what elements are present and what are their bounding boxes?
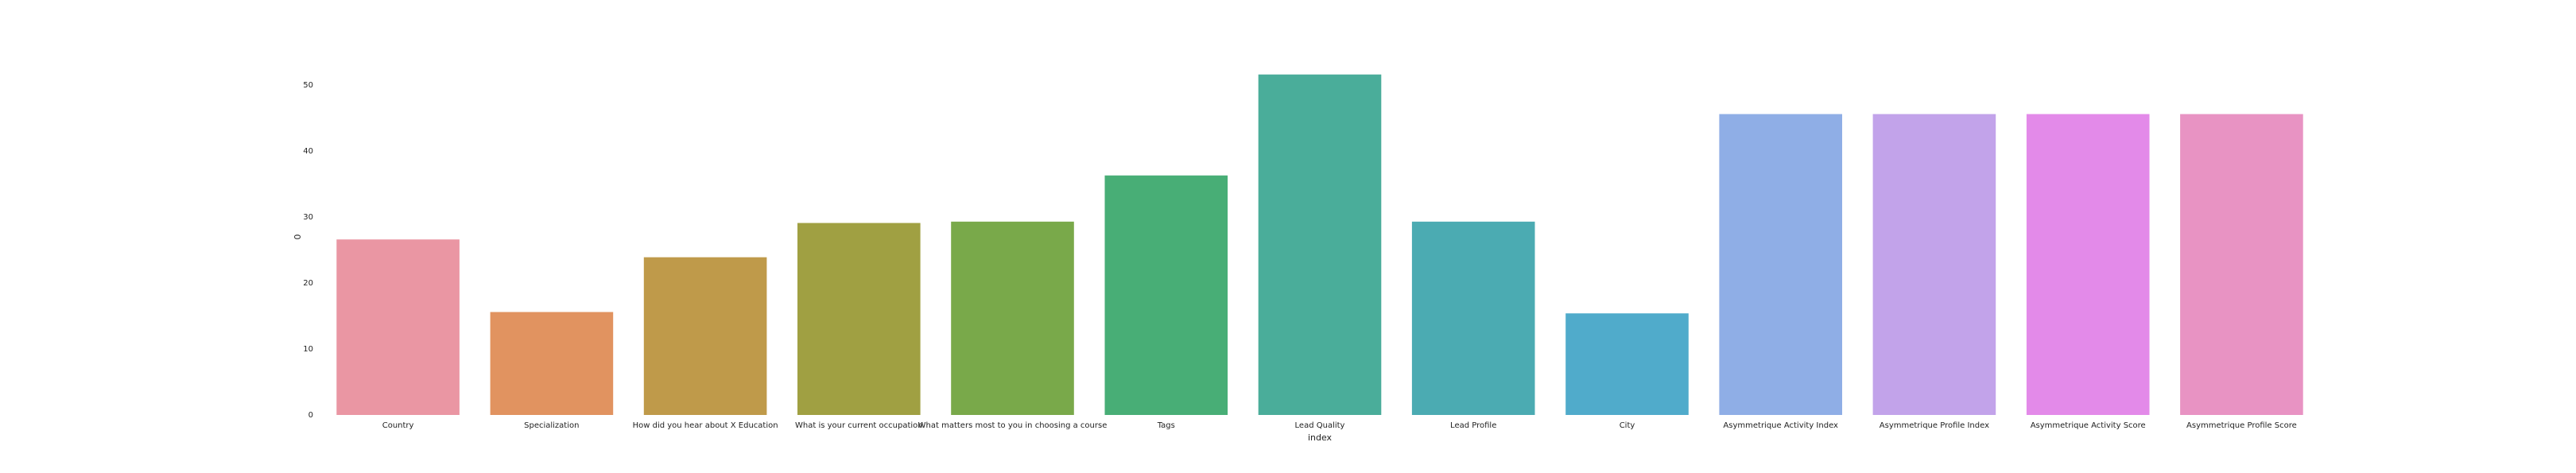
bar-what-is-your-current-occupation (797, 223, 921, 415)
x-tick-labels: Country Specialization How did you hear ab… (382, 421, 2297, 430)
y-tick-40: 40 (303, 147, 313, 156)
bar-asymmetrique-activity-score (2026, 114, 2150, 415)
bar-country (336, 239, 460, 415)
x-axis-label: index (1308, 432, 1333, 443)
y-tick-50: 50 (303, 81, 313, 90)
x-tick-how-did-you-hear-about-x-education: How did you hear about X Education (633, 421, 778, 430)
bar-what-matters-most-to-you-in-choosing-a-course (951, 221, 1074, 415)
x-tick-country: Country (382, 421, 414, 430)
x-tick-asymmetrique-profile-index: Asymmetrique Profile Index (1880, 421, 1989, 430)
y-tick-30: 30 (303, 213, 313, 222)
y-tick-10: 10 (303, 345, 313, 354)
bar-city (1565, 313, 1689, 415)
bar-how-did-you-hear-about-x-education (643, 257, 767, 415)
bar-lead-quality (1258, 74, 1382, 415)
bar-asymmetrique-profile-index (1872, 114, 1996, 415)
x-tick-asymmetrique-activity-score: Asymmetrique Activity Score (2031, 421, 2146, 430)
bar-asymmetrique-activity-index (1719, 114, 1842, 415)
bar-lead-profile (1411, 221, 1535, 415)
y-tick-labels: 0 10 20 30 40 50 (303, 81, 313, 420)
x-tick-city: City (1620, 421, 1635, 430)
bar-asymmetrique-profile-score (2180, 114, 2303, 415)
x-tick-tags: Tags (1157, 421, 1175, 430)
y-axis-label: 0 (293, 235, 303, 240)
x-tick-asymmetrique-profile-score: Asymmetrique Profile Score (2186, 421, 2297, 430)
x-tick-lead-profile: Lead Profile (1450, 421, 1496, 430)
x-tick-what-matters-most-to-you-in-choosing-a-course: What matters most to you in choosing a c… (918, 421, 1108, 430)
y-tick-0: 0 (308, 411, 313, 420)
x-tick-specialization: Specialization (524, 421, 579, 430)
x-tick-asymmetrique-activity-index: Asymmetrique Activity Index (1723, 421, 1838, 430)
bars-group (336, 74, 2303, 415)
y-tick-20: 20 (303, 279, 313, 288)
bar-specialization (490, 312, 614, 415)
bar-tags (1104, 175, 1228, 415)
x-tick-what-is-your-current-occupation: What is your current occupation (795, 421, 923, 430)
x-tick-lead-quality: Lead Quality (1295, 421, 1345, 430)
